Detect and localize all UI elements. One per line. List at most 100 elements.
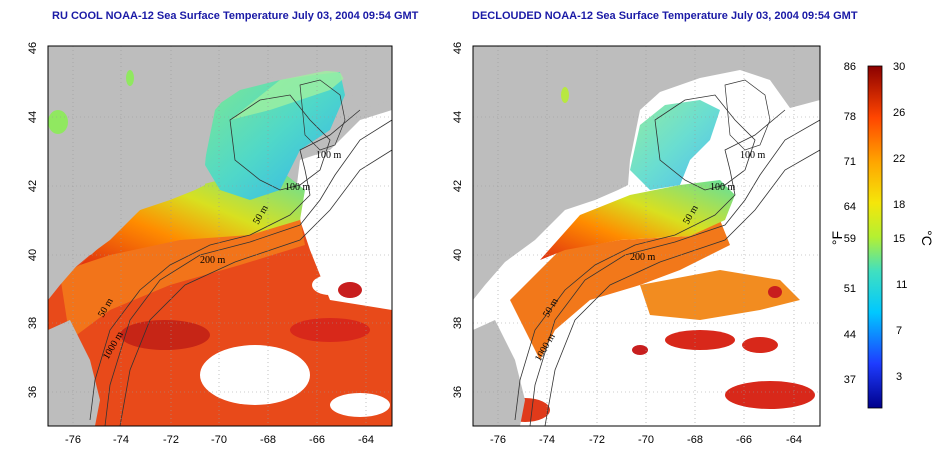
right-map-frame — [472, 45, 821, 427]
colorbar-unit-fahrenheit: °F — [829, 231, 845, 245]
colorbar-unit-celsius: °C — [919, 230, 935, 246]
right-lat-tick: 40 — [452, 249, 464, 261]
right-lon-tick: -68 — [687, 434, 703, 446]
right-contour-gom — [724, 79, 771, 151]
right-lon-tick: -74 — [539, 434, 555, 446]
right-contour-100m — [654, 94, 756, 191]
right-y-axis: 46 44 42 40 38 36 — [452, 42, 464, 398]
left-contour-label: 100 m — [285, 182, 311, 193]
right-shelf-water — [540, 180, 735, 260]
right-lon-tick: -64 — [786, 434, 802, 446]
colorbar-c-tick: 3 — [896, 371, 902, 383]
left-x-axis: -76 -74 -72 -70 -68 -66 -64 — [65, 434, 374, 446]
right-inland-lake — [561, 87, 569, 103]
colorbar-c-tick: 18 — [893, 199, 905, 211]
right-contour-label: 100 m — [740, 150, 766, 161]
right-warm-patch — [632, 345, 648, 355]
left-contour-1000m — [119, 149, 392, 426]
right-contour-50m — [514, 109, 786, 421]
right-contour-label: 200 m — [630, 252, 656, 263]
colorbar-f-tick: 64 — [844, 201, 856, 213]
colorbar-f-tick: 71 — [844, 156, 856, 168]
right-x-axis: -76 -74 -72 -70 -68 -66 -64 — [490, 434, 802, 446]
right-warm-filament — [725, 381, 815, 409]
left-cloud-patch — [200, 345, 310, 405]
colorbar-f-tick: 59 — [844, 233, 856, 245]
left-lat-tick: 36 — [27, 386, 39, 398]
left-map-frame — [47, 45, 393, 427]
right-grid — [473, 46, 820, 426]
colorbar-c-tick: 15 — [893, 233, 905, 245]
right-lon-tick: -70 — [638, 434, 654, 446]
right-map-image — [473, 46, 820, 426]
left-lon-tick: -64 — [358, 434, 374, 446]
right-lat-tick: 38 — [452, 317, 464, 329]
right-lon-tick: -66 — [736, 434, 752, 446]
left-lon-tick: -76 — [65, 434, 81, 446]
left-cloud-patch — [330, 393, 390, 417]
left-lon-tick: -68 — [260, 434, 276, 446]
left-lat-tick: 42 — [27, 180, 39, 192]
left-contour-200m — [104, 119, 392, 426]
left-y-axis: 46 44 42 40 38 36 — [27, 42, 39, 398]
colorbar-f-tick: 37 — [844, 374, 856, 386]
right-warm-eddy — [768, 286, 782, 298]
right-lat-tick: 36 — [452, 386, 464, 398]
left-inland-lake — [48, 110, 68, 134]
left-lon-tick: -74 — [113, 434, 129, 446]
left-contour-gom — [299, 79, 346, 151]
colorbar-c-tick: 22 — [893, 153, 905, 165]
right-coast-land-south — [473, 320, 525, 426]
right-lon-tick: -72 — [589, 434, 605, 446]
right-offshore-orange — [640, 270, 800, 320]
colorbar: 86 78 71 64 59 51 44 37 30 26 22 18 15 1… — [829, 61, 935, 409]
left-grid — [48, 46, 392, 426]
right-contour-label: 100 m — [710, 182, 736, 193]
colorbar-c-tick: 11 — [896, 279, 907, 291]
colorbar-f-tick: 51 — [844, 283, 856, 295]
colorbar-f-tick: 78 — [844, 111, 856, 123]
colorbar-c-tick: 7 — [896, 325, 902, 337]
right-coast-land — [473, 46, 820, 300]
colorbar-c-tick: 26 — [893, 107, 905, 119]
left-warm-filament — [290, 318, 370, 342]
left-contour-label: 200 m — [200, 255, 226, 266]
right-warm-patch — [742, 337, 778, 353]
left-coast-land — [48, 46, 392, 300]
left-lon-tick: -72 — [163, 434, 179, 446]
left-lat-tick: 38 — [27, 317, 39, 329]
left-contour-label: 100 m — [316, 150, 342, 161]
left-lon-tick: -66 — [309, 434, 325, 446]
left-inland-lake — [126, 70, 134, 86]
colorbar-f-tick: 44 — [844, 329, 856, 341]
left-gulf-stream-core — [120, 320, 210, 350]
right-lat-tick: 42 — [452, 180, 464, 192]
right-contour-1000m — [544, 149, 820, 426]
left-gulf-of-maine — [205, 72, 345, 200]
left-coast-land-south — [48, 320, 100, 426]
left-lat-tick: 40 — [27, 249, 39, 261]
left-map-image — [48, 46, 392, 426]
colorbar-gradient — [867, 65, 883, 409]
right-map-panel: 100 m 100 m 50 m 200 m 50 m 1000 m -76 -… — [452, 42, 821, 446]
right-contour-200m — [529, 119, 820, 426]
right-gulf-of-maine — [630, 100, 720, 190]
colorbar-c-tick: 30 — [893, 61, 905, 73]
left-warm-eddy — [338, 282, 362, 298]
left-lon-tick: -70 — [211, 434, 227, 446]
left-map-panel: 100 m 100 m 50 m 200 m 50 m 1000 m -76 -… — [27, 42, 393, 446]
right-panel-title: DECLOUDED NOAA-12 Sea Surface Temperatur… — [472, 10, 858, 22]
left-panel-title: RU COOL NOAA-12 Sea Surface Temperature … — [52, 10, 419, 22]
left-contour-50m — [89, 109, 361, 421]
colorbar-f-tick: 86 — [844, 61, 856, 73]
right-lon-tick: -76 — [490, 434, 506, 446]
colorbar-celsius-ticks: 30 26 22 18 15 11 7 3 — [893, 61, 907, 383]
left-contour-100m — [229, 94, 331, 191]
right-lat-tick: 44 — [452, 111, 464, 123]
left-lat-tick: 46 — [27, 42, 39, 54]
right-warm-filament — [665, 330, 735, 350]
right-lat-tick: 46 — [452, 42, 464, 54]
left-lat-tick: 44 — [27, 111, 39, 123]
colorbar-fahrenheit-ticks: 86 78 71 64 59 51 44 37 — [844, 61, 856, 386]
